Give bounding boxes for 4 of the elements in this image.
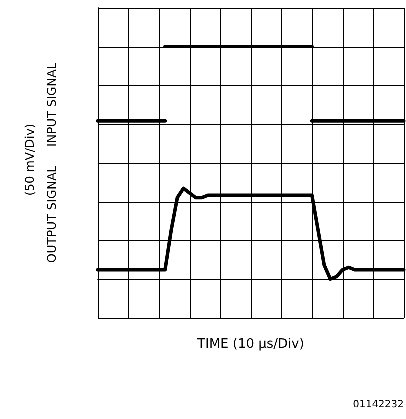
text: 01142232 [353, 400, 404, 410]
text: (50 mV/Div) [23, 124, 37, 196]
x-axis-title: TIME (10 μs/Div) [196, 337, 304, 352]
y-axis-title: OUTPUT SIGNAL INPUT SIGNAL [45, 62, 59, 264]
